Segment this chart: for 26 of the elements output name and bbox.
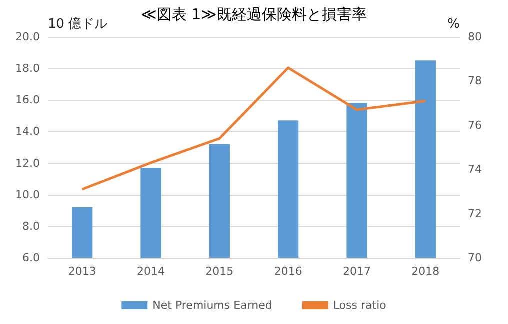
- x-tick-label: 2013: [68, 265, 96, 278]
- y-tick-label: 12.0: [16, 156, 40, 170]
- y-tick-label: 14.0: [16, 125, 40, 138]
- y-tick-label: 16.0: [16, 94, 40, 107]
- y2-tick-label: 78: [468, 74, 482, 88]
- y2-tick-label: 80: [468, 30, 482, 44]
- y2-tick-label: 72: [468, 207, 482, 220]
- chart-title: ≪図表 1≫既経過保険料と損害率: [141, 6, 367, 24]
- y-axis-title: 10 億ドル: [48, 17, 108, 32]
- line-series: [81, 66, 427, 191]
- y2-tick-label: 76: [468, 118, 482, 132]
- y-tick-label: 8.0: [22, 220, 40, 233]
- x-tick-label: 2015: [206, 265, 234, 278]
- y-tick-label: 20.0: [16, 30, 40, 44]
- x-tick-label: 2018: [412, 265, 440, 278]
- x-tick-label: 2016: [274, 265, 302, 278]
- y-tick-label: 18.0: [16, 62, 40, 76]
- x-tick-label: 2017: [343, 265, 371, 278]
- x-tick-label: 2014: [137, 265, 165, 278]
- y2-axis-title: %: [448, 17, 460, 32]
- legend-label: Net Premiums Earned: [152, 299, 272, 312]
- y2-tick-label: 70: [468, 252, 482, 264]
- y2-tick-label: 74: [468, 163, 482, 176]
- legend-label: Loss ratio: [333, 299, 387, 312]
- y-tick-label: 6.0: [22, 252, 40, 264]
- y-tick-label: 10.0: [16, 188, 40, 202]
